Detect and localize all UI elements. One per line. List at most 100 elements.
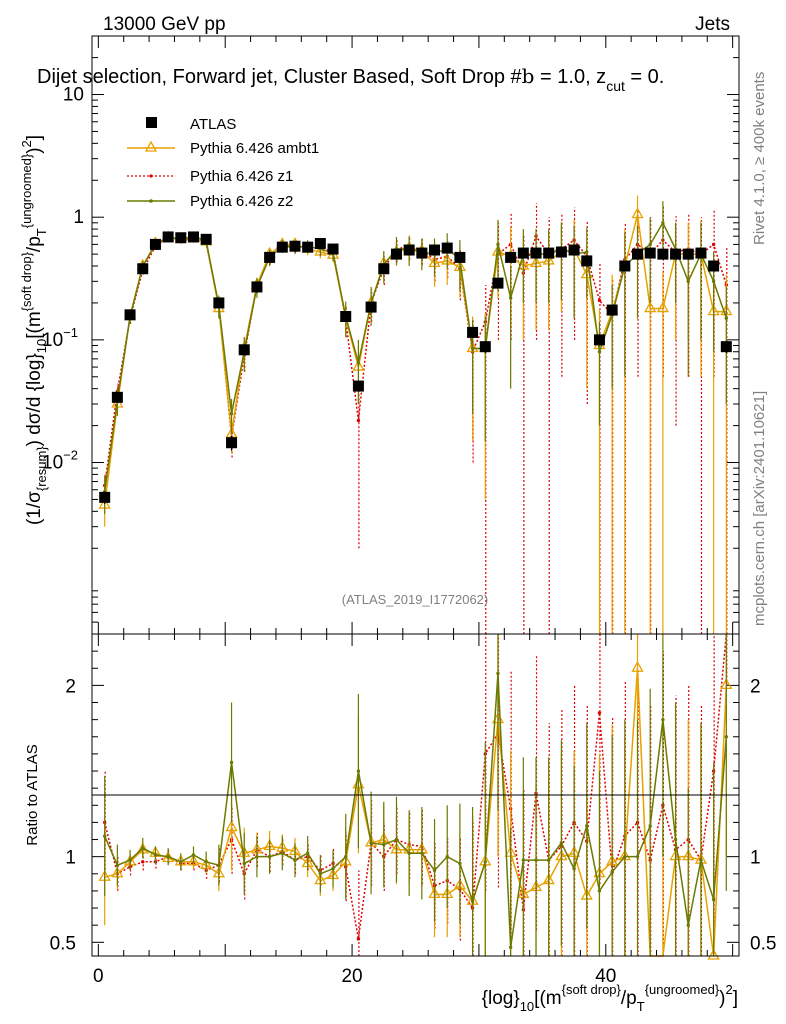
- x-tick-label: 40: [595, 966, 616, 987]
- x-tick-label: 0: [93, 966, 104, 987]
- data-point: [517, 247, 529, 259]
- data-point: [593, 334, 605, 346]
- data-point: [686, 279, 690, 284]
- ratio-point: [187, 854, 200, 866]
- data-point: [711, 242, 716, 247]
- chart-title: Dijet selection, Forward jet, Cluster Ba…: [37, 64, 664, 94]
- ratio-point: [356, 937, 361, 941]
- series-atlas: [99, 231, 732, 504]
- series-pythia-6-426-z1: [102, 203, 729, 634]
- ratio-point: [585, 824, 589, 828]
- ratio-point: [496, 671, 500, 676]
- data-point: [454, 251, 466, 263]
- data-point: [720, 341, 732, 353]
- data-point: [619, 260, 631, 272]
- ratio-point: [707, 948, 720, 960]
- x-tick-label: 20: [341, 966, 362, 987]
- data-point: [162, 231, 174, 243]
- data-point: [492, 277, 504, 289]
- legend-ambt1-marker: [144, 140, 158, 152]
- data-point: [187, 231, 199, 243]
- data-point: [340, 311, 352, 323]
- ratio-point: [267, 854, 272, 859]
- ratio-line: [103, 673, 728, 948]
- y-tick-label-exp: −2: [63, 448, 78, 463]
- ratio-point: [331, 866, 335, 871]
- y-tick-label-exp: −1: [63, 325, 78, 340]
- ratio-point: [407, 851, 411, 855]
- analysis-label: (ATLAS_2019_I1772062): [342, 592, 488, 607]
- data-point: [149, 238, 161, 250]
- ratio-point: [483, 860, 487, 864]
- ratio-point: [305, 851, 310, 855]
- ratio-point: [293, 858, 297, 862]
- ratio-tick-label-right: 2: [750, 676, 761, 697]
- data-point: [470, 346, 475, 351]
- data-point: [656, 301, 669, 313]
- legend-atlas-label: ATLAS: [190, 116, 236, 133]
- ratio-point: [635, 854, 640, 859]
- data-point: [508, 296, 513, 300]
- ratio-point: [128, 858, 132, 862]
- ratio-point: [648, 824, 652, 828]
- legend-z2-label: Pythia 6.426 z2: [190, 193, 293, 210]
- ratio-series-pythia-6-426-z2: [102, 634, 729, 956]
- y-tick-label: 10: [63, 85, 84, 106]
- ratio-series-pythia-6-426-ambt1: [98, 634, 733, 960]
- ratio-point: [242, 861, 246, 866]
- data-point: [581, 255, 593, 267]
- data-point: [302, 241, 314, 253]
- ratio-point: [141, 846, 145, 850]
- data-point: [644, 301, 657, 313]
- legend-atlas-marker: [146, 117, 157, 128]
- ratio-point: [711, 897, 716, 902]
- y-tick-label-base: 10: [42, 330, 63, 351]
- data-point: [111, 391, 123, 403]
- data-point: [479, 341, 491, 353]
- y-axis-label: (1/σ{resum}) dσ/d {log}10[(m{soft drop}/…: [19, 135, 49, 525]
- data-point: [327, 243, 339, 255]
- ratio-point: [191, 853, 196, 857]
- data-point: [708, 260, 720, 272]
- series-line: [103, 221, 728, 492]
- data-point: [390, 248, 402, 260]
- ratio-point: [204, 860, 208, 864]
- ratio-point: [686, 923, 690, 927]
- data-point: [711, 279, 716, 284]
- data-point: [365, 301, 377, 313]
- data-point: [226, 437, 238, 449]
- data-point: [585, 250, 589, 254]
- ratio-point: [521, 858, 526, 862]
- data-point: [200, 233, 212, 245]
- data-point: [606, 304, 618, 316]
- ratio-point: [508, 945, 513, 950]
- data-point: [289, 240, 301, 252]
- ratio-point: [572, 866, 576, 871]
- ratio-point: [470, 899, 475, 903]
- ratio-point: [356, 769, 361, 773]
- ratio-point: [631, 660, 644, 672]
- ratio-point: [623, 854, 627, 859]
- data-point: [530, 247, 542, 259]
- ratio-point: [394, 837, 399, 842]
- ratio-tick-label-right: 0.5: [750, 933, 776, 954]
- ratio-point: [661, 717, 665, 722]
- data-point: [441, 242, 453, 254]
- ratio-point: [420, 851, 424, 855]
- data-point: [238, 344, 250, 356]
- x-axis-label: {log}10[(m{soft drop}/pT{ungroomed})2]: [482, 982, 738, 1014]
- data-point: [661, 221, 665, 225]
- data-point: [403, 244, 415, 256]
- data-point: [644, 247, 656, 259]
- data-point: [352, 380, 364, 392]
- ratio-point: [115, 863, 120, 867]
- ratio-point: [344, 854, 348, 859]
- ratio-point: [597, 711, 602, 715]
- ratio-tick-label: 1: [65, 848, 76, 869]
- data-point: [597, 350, 602, 354]
- ratio-point: [369, 841, 373, 845]
- ratio-point: [382, 842, 386, 847]
- process-label: Jets: [695, 14, 730, 35]
- data-point: [543, 247, 555, 259]
- ratio-point: [141, 860, 145, 864]
